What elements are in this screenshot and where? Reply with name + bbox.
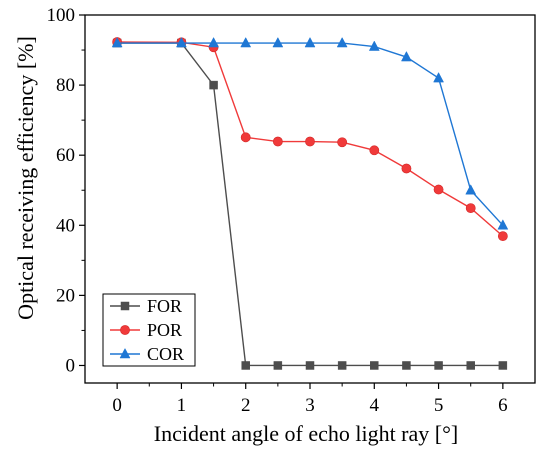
legend-marker-for [120, 301, 130, 311]
legend-label-for: FOR [147, 296, 182, 316]
x-tick-label: 0 [112, 395, 122, 416]
y-tick-label: 20 [56, 285, 75, 306]
data-point-cor [433, 72, 444, 83]
data-point-cor [336, 37, 348, 48]
data-point-cor [208, 37, 219, 48]
y-tick-label: 100 [47, 5, 76, 26]
series-line-por [117, 41, 504, 237]
y-tick-label: 80 [56, 75, 75, 96]
x-tick-label: 6 [498, 395, 508, 416]
data-point-cor [240, 37, 252, 48]
data-point-for [434, 361, 443, 370]
series-cor [111, 37, 509, 230]
y-tick-label: 0 [66, 355, 76, 376]
data-point-for [337, 361, 347, 370]
data-point-for [241, 361, 250, 370]
data-point-cor [368, 40, 380, 51]
data-point-cor [304, 37, 316, 48]
data-point-cor [465, 184, 477, 195]
series-por [112, 37, 508, 242]
legend-label-por: POR [147, 320, 182, 340]
x-tick-label: 2 [241, 395, 251, 416]
data-point-for [305, 361, 315, 370]
series-layer [111, 37, 509, 370]
y-tick-label: 40 [56, 215, 75, 236]
data-point-por [240, 132, 251, 143]
y-axis-title: Optical receiving efficiency [%] [13, 36, 38, 320]
data-point-cor [111, 37, 123, 48]
data-point-for [370, 361, 379, 370]
legend-marker-cor [119, 347, 131, 359]
data-point-por [497, 231, 508, 242]
data-point-cor [401, 51, 412, 62]
data-point-for [498, 361, 508, 370]
data-point-for [402, 361, 411, 370]
x-tick-label: 5 [434, 395, 444, 416]
data-point-cor [272, 37, 284, 48]
series-line-for [117, 42, 503, 367]
data-point-for [273, 361, 283, 370]
data-point-por [337, 137, 348, 148]
data-point-cor [497, 219, 509, 230]
data-point-por [465, 203, 476, 214]
series-line-cor [117, 42, 504, 226]
data-point-for [209, 80, 218, 90]
data-point-por [272, 136, 283, 147]
data-point-por [401, 163, 412, 174]
x-tick-label: 4 [370, 395, 380, 416]
x-tick-label: 1 [177, 395, 187, 416]
data-point-por [369, 145, 380, 156]
data-point-cor [176, 37, 187, 48]
x-tick-label: 3 [305, 395, 315, 416]
y-tick-label: 60 [56, 145, 75, 166]
data-point-for [466, 361, 475, 370]
legend-label-cor: COR [147, 344, 184, 364]
data-point-por [305, 136, 315, 147]
data-point-por [433, 184, 444, 195]
legend: FOR POR COR [102, 293, 196, 367]
x-axis-title: Incident angle of echo light ray [°] [154, 421, 458, 446]
legend-marker-por [120, 325, 130, 335]
